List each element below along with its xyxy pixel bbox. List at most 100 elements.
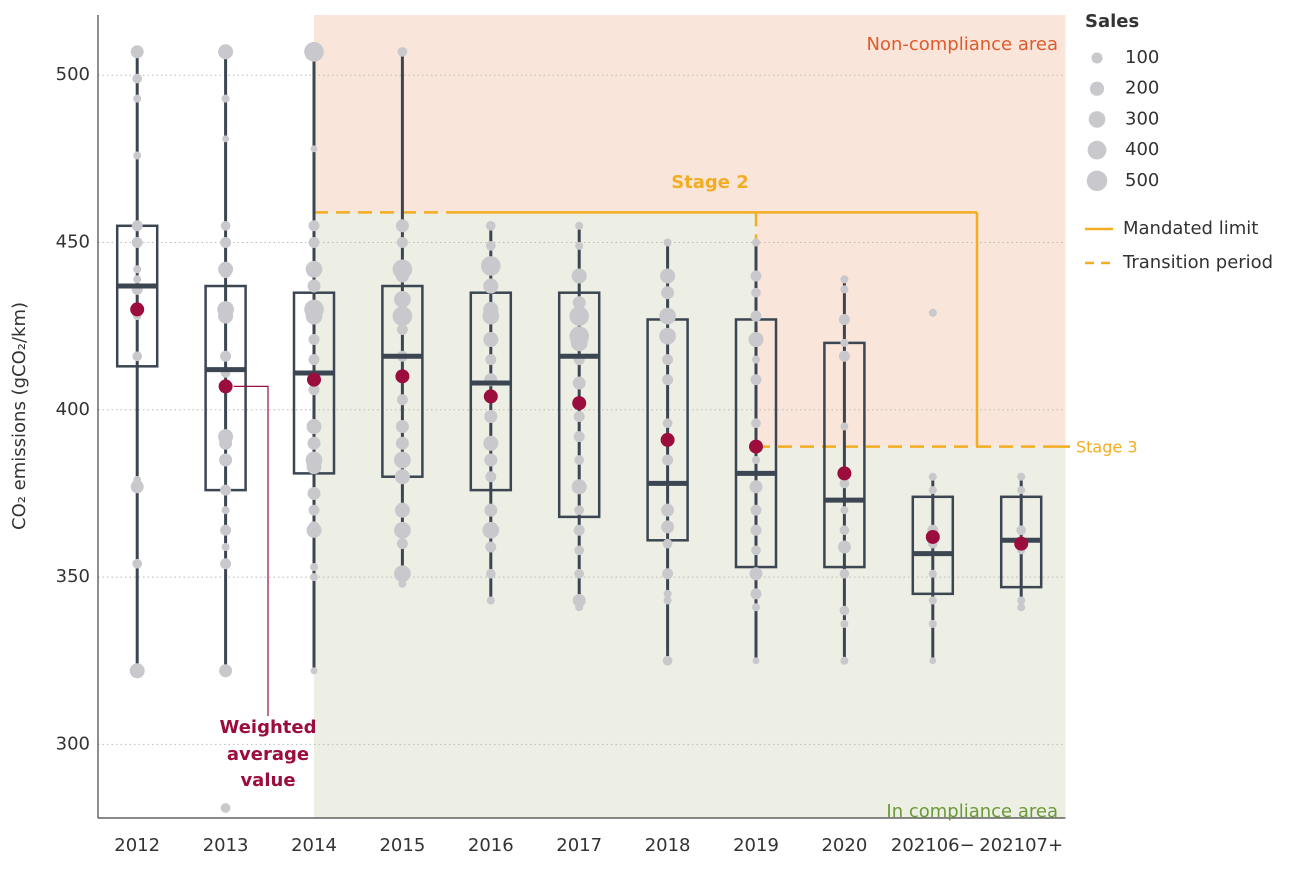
x-tick-label: 2016 [468, 835, 514, 856]
point [306, 419, 322, 435]
point [574, 505, 585, 516]
point [572, 594, 586, 608]
box [557, 291, 601, 519]
point [752, 657, 760, 665]
point [662, 374, 674, 386]
point [839, 478, 850, 489]
point [308, 504, 320, 516]
mean [925, 529, 940, 544]
point [840, 619, 849, 628]
legend-label: Mandated limit [1123, 218, 1258, 239]
point [221, 94, 230, 103]
point [751, 238, 761, 247]
mean [218, 379, 233, 394]
point [839, 525, 850, 536]
x-tick-label: 2013 [203, 835, 249, 856]
point [751, 287, 761, 298]
mean [483, 389, 498, 404]
point [840, 275, 849, 284]
point [132, 73, 143, 84]
point [660, 268, 676, 284]
point [219, 436, 233, 450]
point [750, 374, 762, 386]
legend-label: 200 [1125, 78, 1159, 99]
point [838, 350, 850, 362]
point [308, 384, 320, 396]
point [481, 256, 501, 276]
x-tick-label: 2018 [645, 835, 691, 856]
point [394, 469, 410, 485]
point [219, 453, 233, 467]
point [485, 354, 497, 366]
point [750, 588, 762, 600]
point [394, 521, 411, 539]
point [306, 459, 322, 475]
point [662, 354, 674, 366]
mean [395, 369, 410, 384]
point [133, 94, 142, 103]
point [131, 220, 143, 232]
point [837, 540, 851, 554]
point [395, 436, 409, 450]
point [394, 451, 411, 469]
point [661, 520, 675, 534]
point [309, 563, 319, 572]
mean [130, 302, 145, 317]
point [307, 486, 321, 500]
point [750, 270, 762, 282]
point [483, 332, 499, 348]
point [485, 241, 496, 251]
point [750, 524, 762, 536]
point [484, 453, 498, 467]
point [574, 568, 585, 579]
point [662, 418, 673, 429]
point [308, 220, 320, 232]
point [310, 145, 318, 153]
point [305, 307, 323, 325]
point [839, 568, 850, 579]
point [218, 308, 234, 324]
point [485, 220, 496, 231]
point [397, 46, 408, 57]
box [911, 495, 955, 596]
point [221, 542, 230, 551]
point [569, 306, 589, 326]
point [307, 436, 321, 450]
point [840, 285, 849, 294]
point [570, 334, 588, 352]
compliance-label: In compliance area [886, 801, 1058, 822]
legend-symbol [1086, 170, 1108, 192]
point [748, 332, 764, 348]
y-tick-label: 500 [56, 64, 90, 85]
y-tick-label: 300 [56, 733, 90, 754]
point [1017, 472, 1026, 481]
point [662, 568, 674, 580]
point [486, 596, 495, 605]
point [484, 410, 498, 423]
point [304, 42, 324, 62]
point [928, 486, 937, 495]
legend-symbol [1088, 111, 1106, 128]
point [574, 455, 585, 465]
point [133, 265, 142, 274]
point [662, 655, 673, 666]
point [750, 310, 762, 322]
point [840, 506, 849, 515]
point [218, 44, 234, 60]
point [573, 411, 585, 422]
point [394, 565, 411, 583]
y-tick-label: 400 [56, 399, 90, 420]
point [307, 279, 321, 293]
point [222, 135, 230, 143]
point [928, 308, 937, 317]
point [928, 619, 937, 628]
point [751, 418, 761, 429]
point [396, 324, 408, 335]
point [220, 267, 232, 279]
mean [660, 432, 675, 447]
point [482, 521, 500, 539]
regions [314, 15, 1066, 818]
point [575, 221, 584, 230]
annotation-line [233, 385, 269, 716]
